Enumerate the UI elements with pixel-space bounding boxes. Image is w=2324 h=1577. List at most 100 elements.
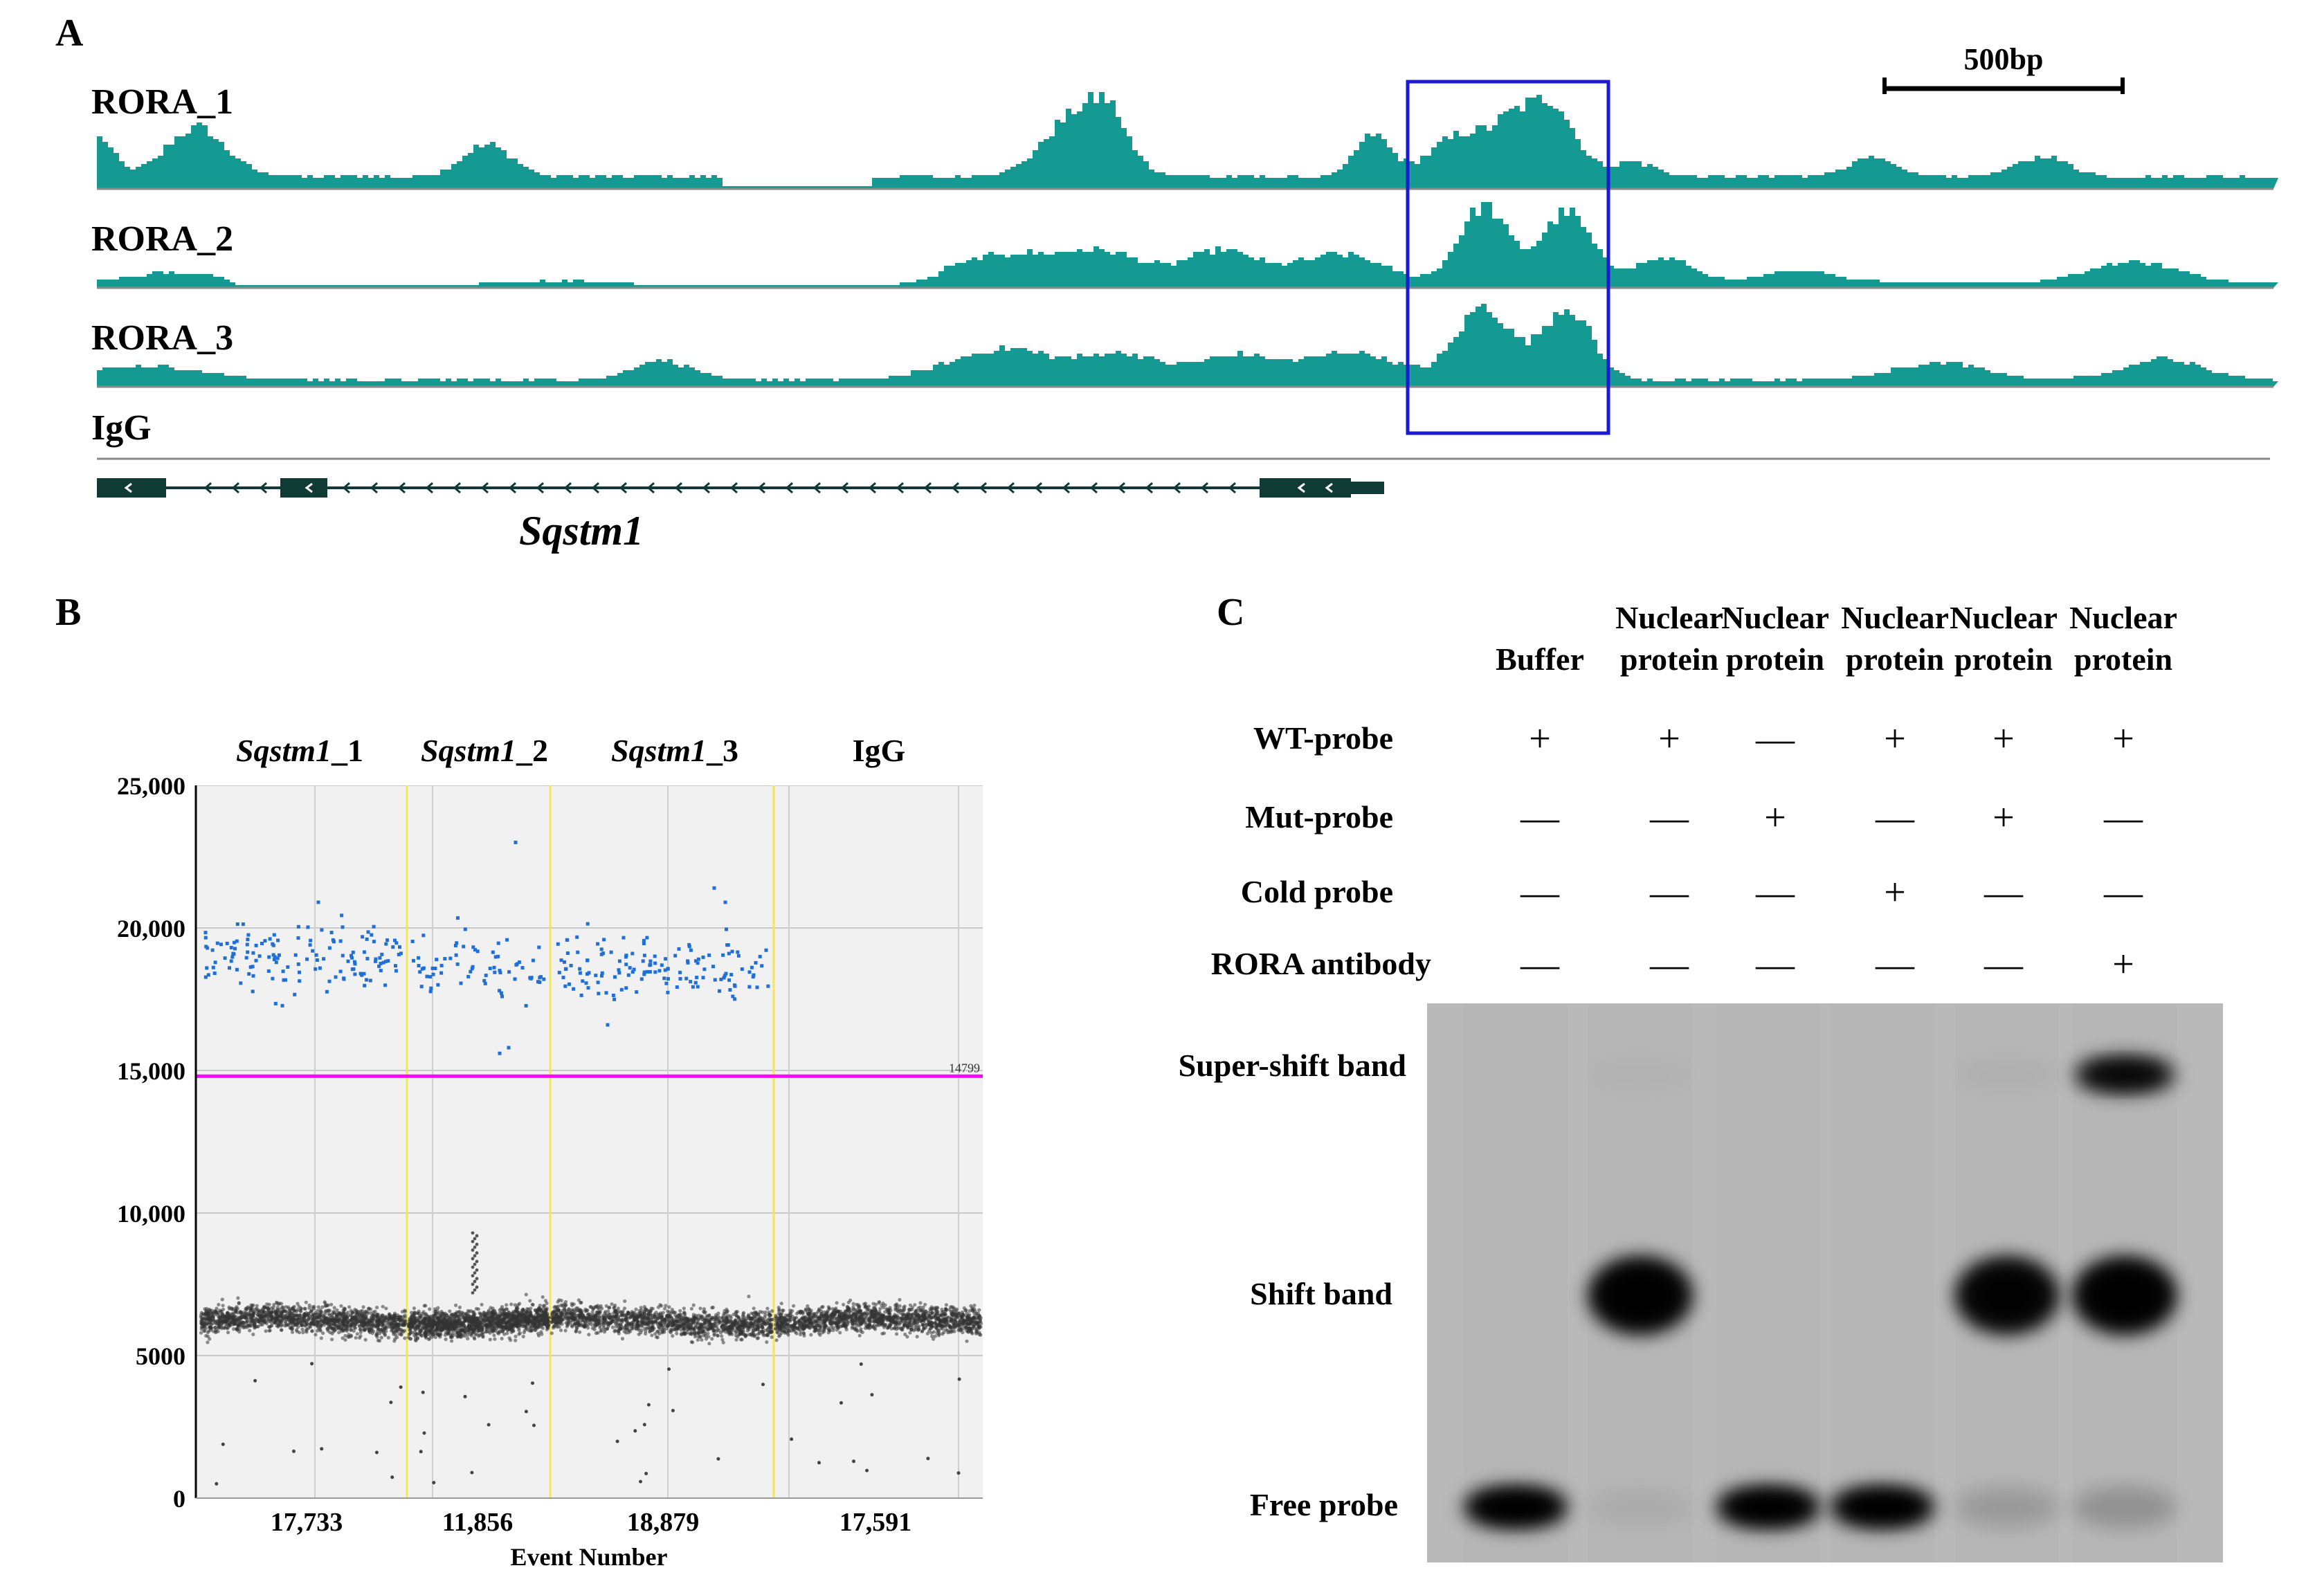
positive-droplet (491, 950, 495, 954)
negative-droplet (208, 1321, 212, 1325)
negative-droplet (760, 1329, 764, 1333)
negative-droplet (692, 1315, 696, 1320)
negative-droplet (298, 1313, 302, 1317)
negative-droplet (220, 1297, 224, 1302)
negative-droplet (851, 1302, 855, 1306)
negative-droplet (236, 1324, 240, 1328)
positive-droplet (394, 969, 398, 973)
negative-droplet (448, 1324, 453, 1329)
negative-droplet (230, 1320, 234, 1324)
negative-droplet (215, 1311, 219, 1315)
positive-droplet (435, 958, 439, 962)
well-headers: Sqstm1_1 Sqstm1_2 Sqstm1_3 IgG (236, 733, 905, 768)
negative-droplet (370, 1331, 374, 1336)
negative-droplet (594, 1331, 599, 1336)
negative-droplet (324, 1309, 328, 1313)
positive-droplet (398, 945, 401, 949)
negative-droplet (502, 1332, 507, 1336)
negative-droplet (705, 1318, 709, 1322)
gene-model: Sqstm1 (97, 478, 1384, 554)
negative-droplet (413, 1327, 417, 1331)
negative-droplet (219, 1324, 224, 1329)
negative-droplet (568, 1315, 572, 1320)
positive-droplet (235, 922, 239, 926)
positive-droplet (315, 958, 319, 962)
negative-droplet (642, 1315, 646, 1320)
negative-droplet (698, 1306, 702, 1311)
negative-droplet (375, 1305, 379, 1310)
negative-droplet (255, 1313, 260, 1317)
negative-droplet (691, 1340, 695, 1344)
negative-droplet (422, 1304, 426, 1308)
negative-droplet (330, 1331, 334, 1336)
positive-droplet (645, 969, 649, 974)
negative-droplet (528, 1299, 532, 1303)
positive-droplet (721, 953, 725, 957)
negative-droplet (621, 1318, 625, 1322)
negative-droplet (516, 1315, 520, 1319)
negative-droplet (674, 1323, 679, 1328)
droplet-points (199, 840, 983, 1486)
negative-droplet (319, 1336, 323, 1340)
negative-droplet (206, 1340, 210, 1344)
positive-droplet (410, 940, 415, 943)
positive-droplet (251, 965, 255, 969)
negative-droplet (487, 1309, 491, 1313)
positive-droplet (725, 943, 729, 947)
positive-droplet (210, 948, 215, 952)
negative-droplet (592, 1327, 597, 1331)
positive-droplet (219, 942, 223, 947)
negative-droplet (199, 1327, 203, 1331)
outlier-droplet (422, 1431, 426, 1435)
negative-droplet (257, 1310, 262, 1314)
negative-droplet (457, 1305, 462, 1309)
negative-droplet (565, 1312, 569, 1316)
negative-droplet (539, 1330, 543, 1334)
positive-droplet (284, 978, 287, 982)
negative-droplet (294, 1313, 299, 1318)
positive-droplet (725, 927, 728, 931)
positive-droplet (362, 950, 366, 954)
negative-droplet (750, 1316, 754, 1320)
negative-droplet (302, 1315, 307, 1319)
negative-droplet (502, 1308, 506, 1312)
negative-droplet (574, 1329, 578, 1333)
negative-droplet (659, 1316, 664, 1320)
negative-droplet (428, 1318, 433, 1322)
positive-droplet (666, 977, 670, 981)
positive-droplet (621, 936, 626, 940)
negative-droplet (767, 1313, 771, 1317)
outlier-droplet (399, 1385, 403, 1389)
negative-droplet (556, 1304, 561, 1309)
negative-droplet (349, 1333, 353, 1338)
negative-droplet (559, 1312, 563, 1316)
positive-droplet (597, 992, 601, 996)
negative-droplet (307, 1327, 311, 1331)
negative-droplet (679, 1324, 683, 1328)
positive-droplet (635, 990, 639, 994)
negative-droplet (585, 1326, 590, 1330)
positive-droplet (246, 950, 250, 954)
negative-droplet (500, 1304, 505, 1309)
negative-droplet (491, 1324, 495, 1329)
negative-droplet (296, 1302, 300, 1306)
negative-droplet (654, 1311, 658, 1315)
negative-droplet (666, 1324, 670, 1328)
negative-droplet (326, 1303, 330, 1307)
negative-droplet (413, 1311, 417, 1315)
negative-droplet (438, 1320, 442, 1324)
negative-droplet (381, 1331, 385, 1335)
negative-droplet (304, 1300, 308, 1304)
negative-droplet (264, 1313, 269, 1318)
negative-droplet (332, 1322, 336, 1327)
positive-droplet (417, 956, 421, 960)
negative-droplet (584, 1318, 588, 1322)
negative-droplet (706, 1322, 710, 1327)
negative-droplet (408, 1331, 412, 1336)
negative-droplet (375, 1315, 379, 1319)
negative-droplet (397, 1317, 401, 1321)
negative-droplet (570, 1324, 574, 1329)
negative-droplet (275, 1324, 279, 1328)
positive-droplet (346, 959, 350, 963)
positive-droplet (254, 943, 258, 947)
